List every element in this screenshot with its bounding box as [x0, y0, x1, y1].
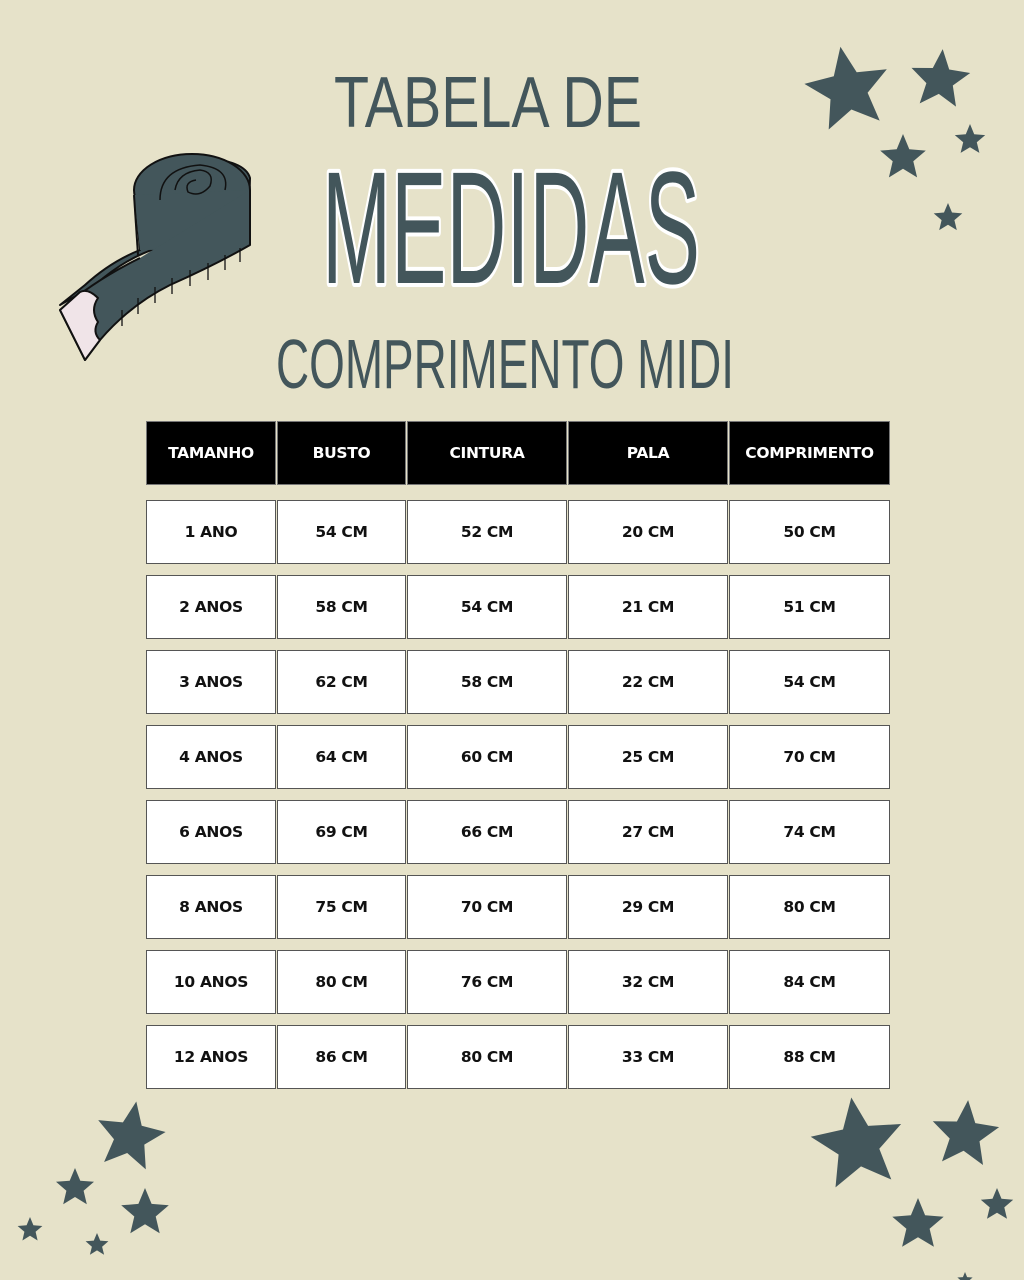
table-cell: 20 CM	[568, 500, 728, 564]
table-cell: 32 CM	[568, 950, 728, 1014]
star-icon	[804, 46, 887, 130]
star-icon	[56, 1168, 94, 1205]
table-cell: 51 CM	[729, 575, 890, 639]
table-cell: 33 CM	[568, 1025, 728, 1089]
table-cell: 58 CM	[277, 575, 406, 639]
table-cell: 66 CM	[407, 800, 567, 864]
table-cell: 62 CM	[277, 650, 406, 714]
table-cell: 10 ANOS	[146, 950, 276, 1014]
star-icon	[933, 203, 963, 231]
table-cell: 54 CM	[277, 500, 406, 564]
table-cell: 21 CM	[568, 575, 728, 639]
star-icon	[121, 1188, 169, 1234]
table-cell: 88 CM	[729, 1025, 890, 1089]
table-cell: 2 ANOS	[146, 575, 276, 639]
table-cell: 50 CM	[729, 500, 890, 564]
table-cell: 80 CM	[277, 950, 406, 1014]
table-row: 3 ANOS 62 CM 58 CM 22 CM 54 CM	[146, 650, 890, 714]
table-row: 1 ANO 54 CM 52 CM 20 CM 50 CM	[146, 500, 890, 564]
header-busto: BUSTO	[277, 421, 406, 485]
table-cell: 3 ANOS	[146, 650, 276, 714]
table-cell: 70 CM	[729, 725, 890, 789]
star-icon	[98, 1101, 166, 1170]
table-cell: 76 CM	[407, 950, 567, 1014]
table-cell: 54 CM	[407, 575, 567, 639]
table-cell: 52 CM	[407, 500, 567, 564]
star-icon	[85, 1233, 109, 1255]
table-cell: 86 CM	[277, 1025, 406, 1089]
table-row: 6 ANOS 69 CM 66 CM 27 CM 74 CM	[146, 800, 890, 864]
stars-group	[17, 46, 1014, 1280]
subtitle: COMPRIMENTO MIDI	[276, 325, 734, 403]
star-icon	[880, 134, 926, 178]
table-cell: 80 CM	[729, 875, 890, 939]
table-cell: 1 ANO	[146, 500, 276, 564]
table-header-row: TAMANHO BUSTO CINTURA PALA COMPRIMENTO	[146, 421, 890, 485]
table-cell: 58 CM	[407, 650, 567, 714]
table-cell: 29 CM	[568, 875, 728, 939]
table-cell: 74 CM	[729, 800, 890, 864]
table-row: 2 ANOS 58 CM 54 CM 21 CM 51 CM	[146, 575, 890, 639]
table-cell: 8 ANOS	[146, 875, 276, 939]
table-cell: 80 CM	[407, 1025, 567, 1089]
star-icon	[954, 124, 986, 153]
star-icon	[932, 1100, 1000, 1165]
star-icon	[892, 1198, 944, 1247]
star-icon	[980, 1188, 1014, 1219]
star-icon	[911, 49, 971, 107]
table-cell: 60 CM	[407, 725, 567, 789]
star-icon	[810, 1097, 902, 1188]
table-cell: 54 CM	[729, 650, 890, 714]
table-cell: 84 CM	[729, 950, 890, 1014]
table-row: 8 ANOS 75 CM 70 CM 29 CM 80 CM	[146, 875, 890, 939]
table-row: 10 ANOS 80 CM 76 CM 32 CM 84 CM	[146, 950, 890, 1014]
header-pala: PALA	[568, 421, 728, 485]
table-cell: 69 CM	[277, 800, 406, 864]
table-cell: 64 CM	[277, 725, 406, 789]
table-row: 4 ANOS 64 CM 60 CM 25 CM 70 CM	[146, 725, 890, 789]
title-line1: TABELA DE	[334, 63, 642, 143]
table-cell: 4 ANOS	[146, 725, 276, 789]
table-cell: 22 CM	[568, 650, 728, 714]
table-cell: 27 CM	[568, 800, 728, 864]
header-comprimento: COMPRIMENTO	[729, 421, 890, 485]
title-group: TABELA DE MEDIDAS COMPRIMENTO MIDI	[276, 63, 734, 403]
title-line2: MEDIDAS	[322, 138, 700, 317]
tape-measure-icon	[59, 153, 251, 361]
star-icon	[17, 1217, 43, 1241]
table-cell: 70 CM	[407, 875, 567, 939]
star-icon	[957, 1272, 973, 1280]
table-cell: 75 CM	[277, 875, 406, 939]
table-cell: 6 ANOS	[146, 800, 276, 864]
table-cell: 12 ANOS	[146, 1025, 276, 1089]
table-row: 12 ANOS 86 CM 80 CM 33 CM 88 CM	[146, 1025, 890, 1089]
header-cintura: CINTURA	[407, 421, 567, 485]
header-tamanho: TAMANHO	[146, 421, 276, 485]
table-cell: 25 CM	[568, 725, 728, 789]
